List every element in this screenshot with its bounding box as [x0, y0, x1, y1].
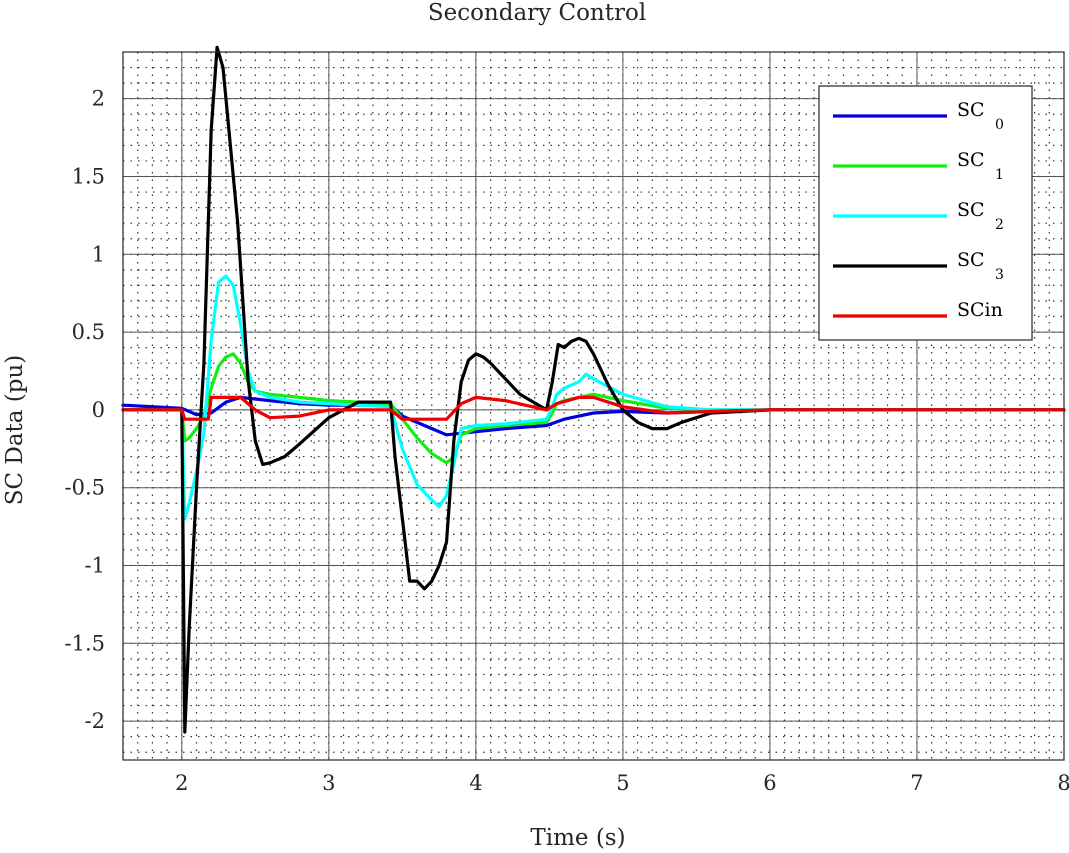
y-tick-label: -1 — [85, 553, 105, 577]
plot-area-border — [122, 51, 1065, 761]
legend-entry-subscript: 0 — [995, 117, 1004, 133]
y-tick-label: -0.5 — [65, 476, 106, 500]
legend-box — [818, 85, 1033, 341]
series-line — [121, 45, 1066, 734]
series-line — [121, 352, 1066, 465]
legend-entry: SC — [957, 99, 985, 121]
series-line — [121, 274, 1066, 521]
legend-entry-subscript: 2 — [995, 217, 1004, 233]
x-tick-label: 7 — [910, 771, 923, 795]
y-tick-label: 0 — [92, 398, 105, 422]
x-tick-label: 4 — [469, 771, 482, 795]
x-tick-label: 5 — [616, 771, 629, 795]
legend-entry: SCin — [957, 299, 1003, 321]
y-tick-label: 2 — [92, 87, 105, 111]
legend-entry-subscript: 3 — [995, 267, 1004, 283]
y-tick-label: 1 — [92, 242, 105, 266]
tick-labels: 2 3 4 5 6 7 8 -2 -1.5 -1 -0.5 0 0.5 1 1.5 2 — [65, 87, 1069, 795]
legend: SC 0 SC 1 SC 2 SC 3 SCin — [818, 85, 1033, 341]
legend-entry: SC — [957, 149, 985, 171]
y-tick-label: 0.5 — [72, 320, 105, 344]
y-tick-label: 1.5 — [72, 164, 105, 188]
legend-entry: SC — [957, 199, 985, 221]
y-axis-label: SC Data (pu) — [2, 355, 28, 506]
series-lines — [121, 45, 1066, 734]
legend-entry: SC — [957, 249, 985, 271]
series-line — [121, 395, 1066, 421]
x-tick-label: 3 — [322, 771, 335, 795]
x-tick-label: 8 — [1057, 771, 1069, 795]
chart-title: Secondary Control — [428, 0, 646, 26]
legend-entry-subscript: 1 — [995, 167, 1004, 183]
x-axis-label: Time (s) — [530, 825, 625, 851]
y-tick-label: -2 — [85, 709, 105, 733]
x-tick-label: 6 — [763, 771, 776, 795]
x-tick-label: 2 — [175, 771, 188, 795]
y-tick-label: -1.5 — [65, 631, 106, 655]
